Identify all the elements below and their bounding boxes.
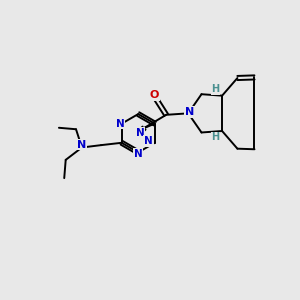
Text: N: N [134, 149, 142, 159]
Text: N: N [116, 118, 124, 129]
Text: H: H [212, 133, 220, 142]
Text: O: O [150, 90, 159, 100]
Text: N: N [77, 140, 86, 150]
Text: N: N [136, 128, 145, 138]
Text: N: N [144, 136, 153, 146]
Text: H: H [212, 84, 220, 94]
Text: N: N [185, 107, 194, 117]
